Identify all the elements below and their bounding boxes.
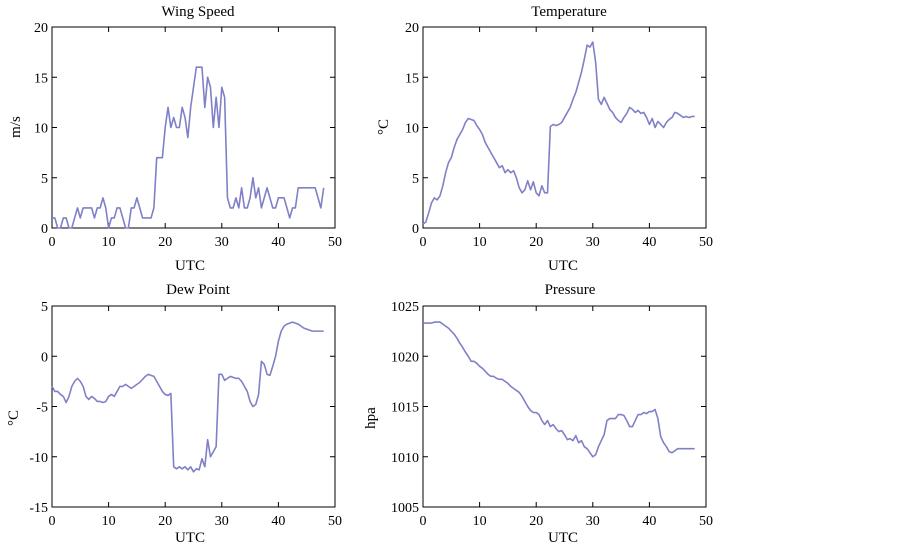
plot-area xyxy=(51,26,336,229)
y-tick-label: 0 xyxy=(41,222,48,237)
series-line xyxy=(51,321,324,473)
series-line xyxy=(422,41,695,225)
y-tick-label: 1015 xyxy=(391,401,419,416)
y-tick-label: 15 xyxy=(405,71,419,86)
x-tick-label: 20 xyxy=(529,235,543,250)
y-tick-label: 5 xyxy=(41,172,48,187)
chart-title: Dew Point xyxy=(166,282,231,298)
y-tick-label: 15 xyxy=(34,71,48,86)
panel-wing-speed: Wing Speed 0 10 20 30 40 50 0 5 10 15 20 UTC m/s xyxy=(8,4,342,274)
x-tick-label: 20 xyxy=(158,514,172,529)
y-tick-label: 5 xyxy=(41,300,48,315)
y-tick-label: 20 xyxy=(34,21,48,36)
x-tick-label: 50 xyxy=(328,235,342,250)
panel-pressure: Pressure 0 10 20 30 40 5010051010101510201025… xyxy=(363,282,713,546)
panel-dew-point: Dew Point 0 10 20 30 40 50 -15 -10 -5 0 5 UTC °C xyxy=(6,282,342,546)
x-tick-label: 0 xyxy=(420,235,427,250)
x-tick-label: 30 xyxy=(586,235,600,250)
plot-area xyxy=(422,305,707,508)
y-tick-label: 1020 xyxy=(391,350,419,365)
x-tick-label: 10 xyxy=(473,514,487,529)
y-tick-label: 10 xyxy=(34,122,48,137)
chart-title: Pressure xyxy=(545,282,596,298)
x-tick-label: 0 xyxy=(49,514,56,529)
y-tick-label: 1010 xyxy=(391,451,419,466)
series-line xyxy=(52,66,325,229)
y-tick-label: 5 xyxy=(412,172,419,187)
y-axis-label: °C xyxy=(6,410,22,426)
x-axis-label: UTC xyxy=(548,530,578,546)
x-tick-label: 40 xyxy=(642,235,656,250)
y-tick-label: 20 xyxy=(405,21,419,36)
chart-title: Temperature xyxy=(531,4,607,20)
x-tick-label: 40 xyxy=(271,514,285,529)
x-tick-label: 10 xyxy=(102,235,116,250)
x-axis-label: UTC xyxy=(175,530,205,546)
x-tick-label: 30 xyxy=(215,514,229,529)
x-tick-label: 50 xyxy=(699,235,713,250)
y-tick-label: 1025 xyxy=(391,300,419,315)
x-axis-label: UTC xyxy=(175,258,205,274)
x-tick-label: 20 xyxy=(529,514,543,529)
y-tick-label: -10 xyxy=(29,451,48,466)
y-axis-label: hpa xyxy=(363,407,379,429)
series-line xyxy=(423,321,695,458)
y-axis-label: m/s xyxy=(8,116,24,138)
chart-title: Wing Speed xyxy=(161,4,235,20)
x-tick-label: 50 xyxy=(699,514,713,529)
x-tick-label: 30 xyxy=(215,235,229,250)
x-tick-label: 0 xyxy=(420,514,427,529)
x-tick-label: 40 xyxy=(271,235,285,250)
y-tick-label: 1005 xyxy=(391,501,419,516)
y-tick-label: 0 xyxy=(41,350,48,365)
plot-area xyxy=(51,305,336,508)
y-tick-label: -15 xyxy=(29,501,48,516)
y-tick-label: -5 xyxy=(36,401,48,416)
x-tick-label: 20 xyxy=(158,235,172,250)
panel-temperature: Temperature 0 10 20 30 40 50 0 5 10 15 20 UTC °C xyxy=(376,4,713,274)
x-tick-label: 50 xyxy=(328,514,342,529)
y-axis-label: °C xyxy=(376,119,392,135)
x-tick-label: 40 xyxy=(642,514,656,529)
y-tick-label: 10 xyxy=(405,122,419,137)
x-tick-label: 30 xyxy=(586,514,600,529)
x-tick-label: 0 xyxy=(49,235,56,250)
x-axis-label: UTC xyxy=(548,258,578,274)
x-tick-label: 10 xyxy=(473,235,487,250)
x-tick-label: 10 xyxy=(102,514,116,529)
y-tick-label: 0 xyxy=(412,222,419,237)
